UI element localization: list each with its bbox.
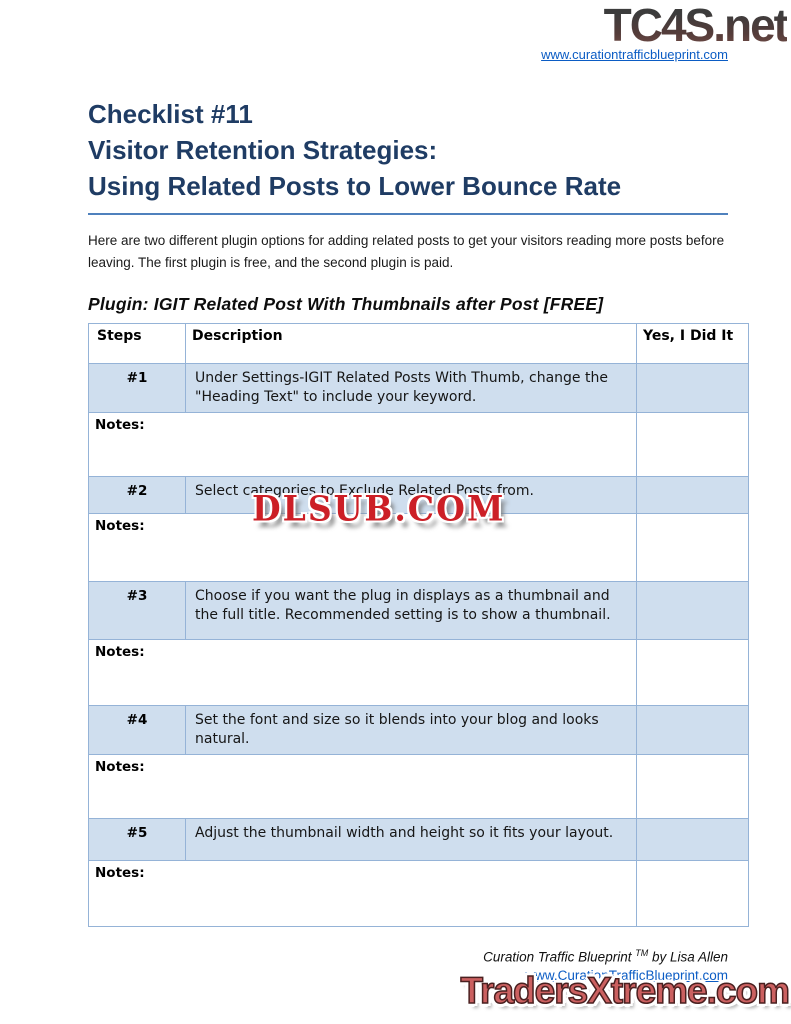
byline-suffix: by Lisa Allen [648,949,728,965]
intro-paragraph: Here are two different plugin options fo… [88,233,725,270]
title-line-2: Visitor Retention Strategies: [88,135,438,165]
tradersxtreme-logo: TradersXtreme.com [460,970,791,1011]
step-description: Adjust the thumbnail width and height so… [185,818,637,861]
notes-label: Notes: [88,860,637,927]
yes-i-did-it-cell [636,639,749,706]
yes-i-did-it-cell [636,581,749,640]
title-line-3: Using Related Posts to Lower Bounce Rate [88,171,622,201]
table-header-row: Steps Description Yes, I Did It [88,323,749,364]
byline-prefix: Curation Traffic Blueprint [483,949,636,965]
table-row: #4 Set the font and size so it blends in… [88,705,749,755]
notes-row: Notes: [88,754,749,819]
step-description: Select categories to Exclude Related Pos… [185,476,637,514]
notes-label: Notes: [88,754,637,819]
table-row: #1 Under Settings-IGIT Related Posts Wit… [88,363,749,413]
yes-i-did-it-cell [636,513,749,582]
yes-i-did-it-cell [636,754,749,819]
page-content: Checklist #11 Visitor Retention Strategi… [88,96,749,985]
yes-i-did-it-cell [636,412,749,477]
step-number: #2 [88,476,186,514]
table-row: #2 Select categories to Exclude Related … [88,476,749,514]
notes-label: Notes: [88,513,637,582]
step-number: #3 [88,581,186,640]
footer: Curation Traffic Blueprint TM by Lisa Al… [88,945,728,985]
byline: Curation Traffic Blueprint TM by Lisa Al… [88,945,728,966]
byline-trademark: TM [635,948,649,958]
step-description: Under Settings-IGIT Related Posts With T… [185,363,637,413]
notes-label: Notes: [88,639,637,706]
notes-row: Notes: [88,412,749,477]
step-number: #1 [88,363,186,413]
table-row: #3 Choose if you want the plug in displa… [88,581,749,640]
dlsub-watermark: DLSUB.COM [252,488,506,529]
yes-i-did-it-cell [636,818,749,861]
notes-row: Notes: [88,860,749,927]
tc4s-logo: TC4S.net [603,0,789,51]
column-header-description: Description [185,323,637,364]
checklist-title: Checklist #11 Visitor Retention Strategi… [88,96,728,215]
yes-i-did-it-cell [636,476,749,514]
curation-traffic-footer-link[interactable]: www.CurationTrafficBlueprint.com [525,967,728,983]
column-header-steps: Steps [88,323,186,364]
plugin-section-heading: Plugin: IGIT Related Post With Thumbnail… [88,294,604,314]
yes-i-did-it-cell [636,363,749,413]
curation-traffic-top-link[interactable]: www.curationtrafficblueprint.com [541,47,728,62]
step-description: Set the font and size so it blends into … [185,705,637,755]
notes-row: Notes: [88,639,749,706]
column-header-yes-i-did-it: Yes, I Did It [636,323,749,364]
table-row: #5 Adjust the thumbnail width and height… [88,818,749,861]
notes-row: Notes: [88,513,749,582]
title-line-1: Checklist #11 [88,99,253,129]
step-number: #4 [88,705,186,755]
yes-i-did-it-cell [636,705,749,755]
step-description: Choose if you want the plug in displays … [185,581,637,640]
notes-label: Notes: [88,412,637,477]
checklist-table: Steps Description Yes, I Did It #1 Under… [88,323,749,927]
step-number: #5 [88,818,186,861]
yes-i-did-it-cell [636,860,749,927]
